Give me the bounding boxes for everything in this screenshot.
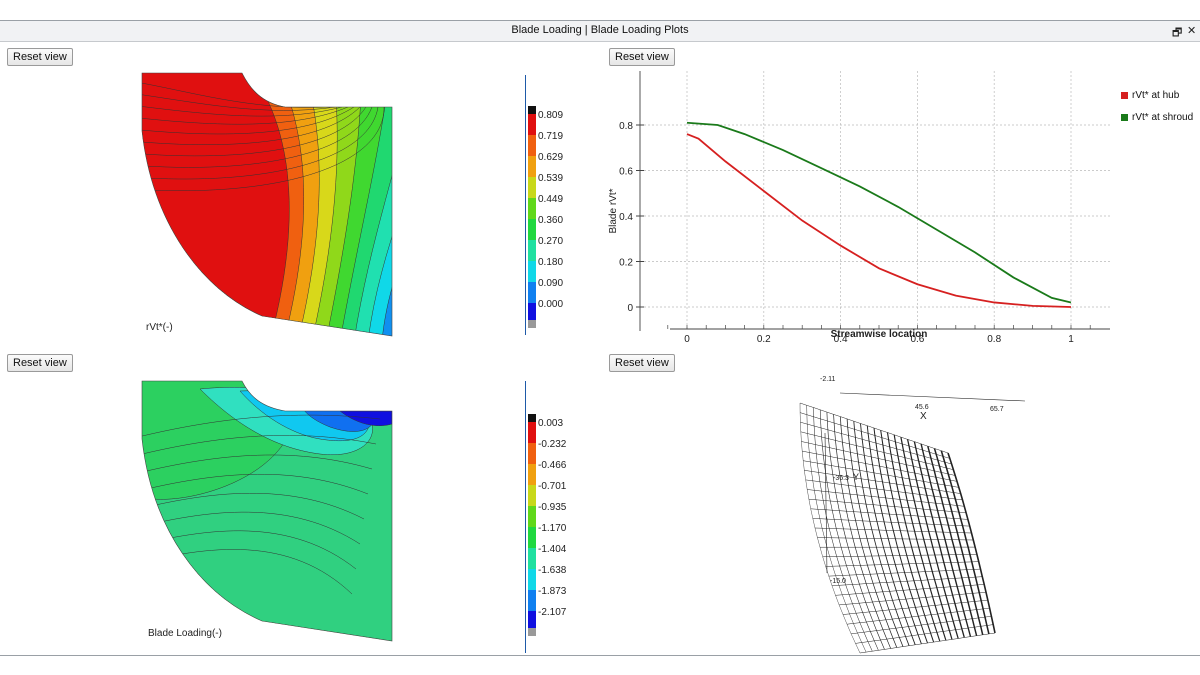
y-tick-2: 0.4 xyxy=(619,212,633,223)
rvt-colorbar-swatch-2 xyxy=(528,156,536,177)
legend-shroud-swatch xyxy=(1121,113,1128,121)
blade-colorbar-swatch-4 xyxy=(528,506,536,527)
blade-colorbar-swatch-9 xyxy=(528,611,536,632)
blade-colorbar-label-9: -2.107 xyxy=(538,607,567,618)
panel-divider-bottom xyxy=(525,381,526,653)
blade-colorbar-label-0: 0.003 xyxy=(538,418,563,429)
rvt-colorbar-swatch-1 xyxy=(528,135,536,156)
rvt-contour-label: rVt*(-) xyxy=(146,322,173,333)
x-tick-5: 1 xyxy=(1068,334,1074,345)
panel-divider-top xyxy=(525,75,526,335)
x-tick-2: 0.4 xyxy=(834,334,848,345)
rvt-colorbar-swatch-4 xyxy=(528,198,536,219)
close-icon[interactable]: ✕ xyxy=(1187,25,1197,37)
window-title: Blade Loading | Blade Loading Plots xyxy=(511,24,689,36)
blade-colorbar-swatch-6 xyxy=(528,548,536,569)
rvt-colorbar-label-1: 0.719 xyxy=(538,131,563,142)
reset-view-button-top-right[interactable]: Reset view xyxy=(609,48,675,66)
blade-loading-window: Blade Loading | Blade Loading Plots 🗗 ✕ … xyxy=(0,20,1200,656)
reset-view-button-bottom-right[interactable]: Reset view xyxy=(609,354,675,372)
blade-colorbar-swatch-7 xyxy=(528,569,536,590)
blade-colorbar-label-2: -0.466 xyxy=(538,460,567,471)
rvt-colorbar-label-0: 0.809 xyxy=(538,110,563,121)
reset-view-button-top-left[interactable]: Reset view xyxy=(7,48,73,66)
blade-loading-contour-plot[interactable] xyxy=(130,379,530,654)
mesh-tick-x2: 65.7 xyxy=(990,406,1004,413)
blade-colorbar-swatch-2 xyxy=(528,464,536,485)
series-line-0 xyxy=(686,133,1072,308)
blade-colorbar-label-8: -1.873 xyxy=(538,586,567,597)
reset-view-button-bottom-left[interactable]: Reset view xyxy=(7,354,73,372)
rvt-contour-plot[interactable] xyxy=(130,71,530,341)
x-tick-0: 0 xyxy=(684,334,690,345)
mesh-tick-y1: -36.3 xyxy=(833,475,849,482)
blade-colorbar-swatch-5 xyxy=(528,527,536,548)
blade-colorbar-swatch-1 xyxy=(528,443,536,464)
legend-hub-swatch xyxy=(1121,91,1128,99)
legend-shroud: rVt* at shroud xyxy=(1121,112,1193,123)
rvt-colorbar-label-5: 0.360 xyxy=(538,215,563,226)
mesh-3d-view[interactable]: 45.6 65.7 X -36.3 Y -15.0 -2.11 xyxy=(745,373,1075,654)
rvt-colorbar-label-9: 0.000 xyxy=(538,299,563,310)
rvt-colorbar-swatch-9 xyxy=(528,303,536,324)
restore-icon[interactable]: 🗗 xyxy=(1172,27,1183,39)
blade-loading-colorbar: 0.003 -0.232 -0.466 -0.701 -0.935 -1.170 -1.40… xyxy=(528,414,567,636)
blade-colorbar-label-5: -1.170 xyxy=(538,523,567,534)
rvt-colorbar-label-4: 0.449 xyxy=(538,194,563,205)
rvt-colorbar-swatch-5 xyxy=(528,219,536,240)
blade-colorbar-label-7: -1.638 xyxy=(538,565,567,576)
blade-loading-contour-label: Blade Loading(-) xyxy=(148,628,222,639)
mesh-x-axis-label: X xyxy=(920,411,927,422)
rvt-colorbar: 0.809 0.719 0.629 0.539 0.449 0.360 0.270 0.180… xyxy=(528,106,563,328)
rvt-colorbar-label-8: 0.090 xyxy=(538,278,563,289)
rvt-colorbar-swatch-7 xyxy=(528,261,536,282)
rvt-colorbar-swatch-8 xyxy=(528,282,536,303)
x-tick-1: 0.2 xyxy=(757,334,771,345)
rvt-colorbar-label-7: 0.180 xyxy=(538,257,563,268)
title-bar: Blade Loading | Blade Loading Plots 🗗 ✕ xyxy=(0,21,1200,42)
blade-colorbar-label-4: -0.935 xyxy=(538,502,567,513)
rvt-colorbar-swatch-6 xyxy=(528,240,536,261)
blade-colorbar-swatch-3 xyxy=(528,485,536,506)
blade-colorbar-label-1: -0.232 xyxy=(538,439,567,450)
rvt-colorbar-label-3: 0.539 xyxy=(538,173,563,184)
y-tick-3: 0.6 xyxy=(619,167,633,178)
mesh-tick-y2: -15.0 xyxy=(830,578,846,585)
y-tick-0: 0 xyxy=(627,303,633,314)
mesh-y-axis-label: Y xyxy=(853,472,859,482)
y-axis-label: Blade rVt* xyxy=(608,188,619,233)
legend-hub-label: rVt* at hub xyxy=(1132,90,1180,101)
x-tick-4: 0.8 xyxy=(987,334,1001,345)
rvt-colorbar-swatch-0 xyxy=(528,114,536,135)
rvt-line-chart[interactable]: 0 0.2 0.4 0.6 0.8 1 0 0.2 0.4 0.6 0.8 Streamwise l… xyxy=(600,61,1200,351)
x-tick-3: 0.6 xyxy=(910,334,924,345)
blade-colorbar-label-6: -1.404 xyxy=(538,544,567,555)
series-line-1 xyxy=(686,121,1072,304)
mesh-tick-top: -2.11 xyxy=(820,376,836,383)
mesh-tick-x1: 45.6 xyxy=(915,404,929,411)
legend-shroud-label: rVt* at shroud xyxy=(1132,112,1194,123)
legend-hub: rVt* at hub xyxy=(1121,90,1179,101)
blade-colorbar-label-3: -0.701 xyxy=(538,481,567,492)
y-tick-4: 0.8 xyxy=(619,121,633,132)
blade-colorbar-swatch-0 xyxy=(528,422,536,443)
y-tick-1: 0.2 xyxy=(619,258,633,269)
rvt-colorbar-label-2: 0.629 xyxy=(538,152,563,163)
rvt-colorbar-swatch-3 xyxy=(528,177,536,198)
blade-colorbar-swatch-8 xyxy=(528,590,536,611)
rvt-colorbar-label-6: 0.270 xyxy=(538,236,563,247)
x-axis-label: Streamwise location xyxy=(831,329,928,340)
